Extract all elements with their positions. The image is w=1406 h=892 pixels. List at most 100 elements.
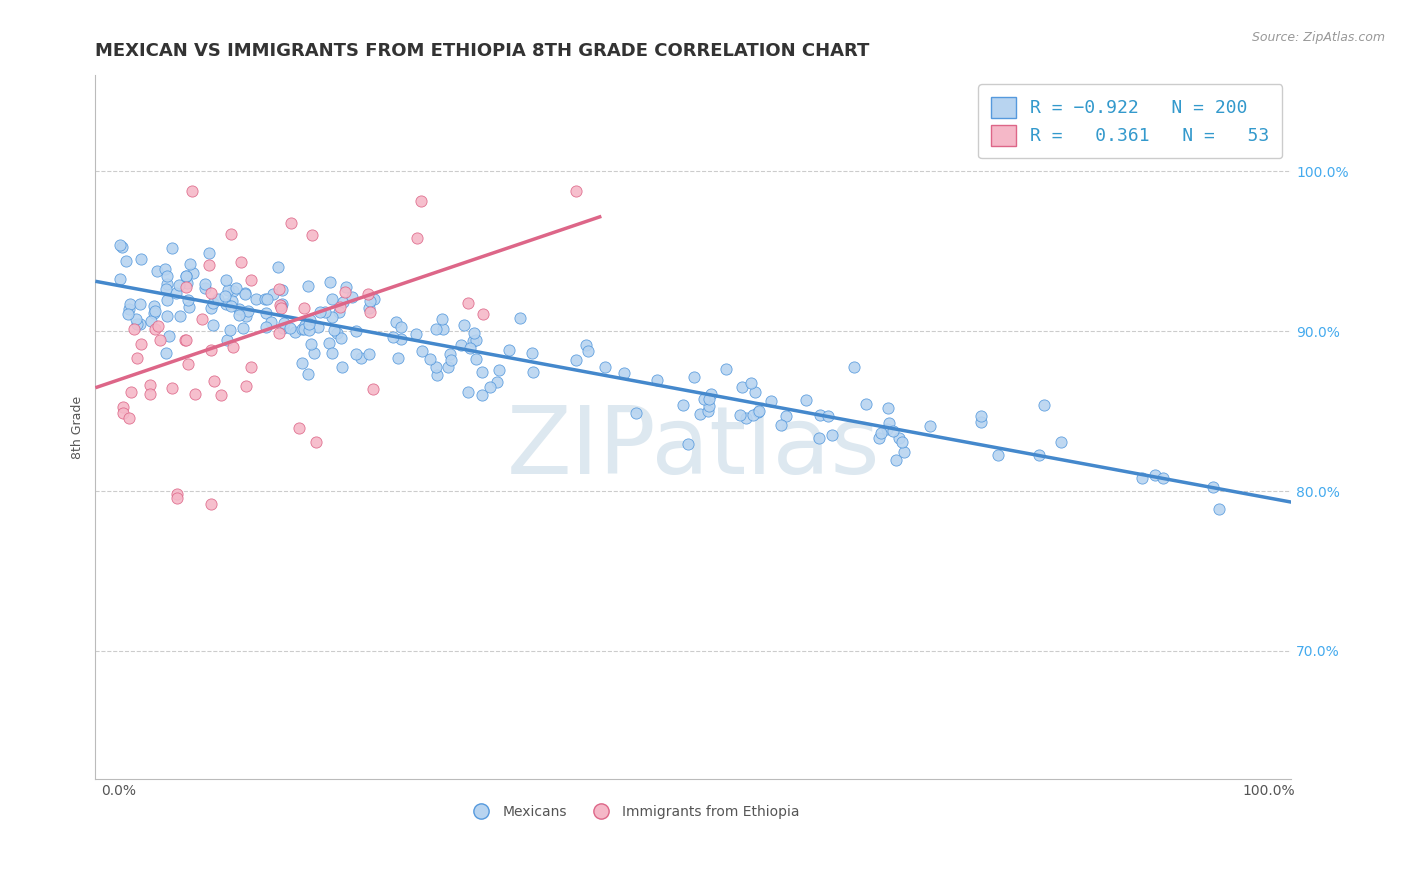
Point: [471, 365, 494, 379]
Point: [167, 278, 190, 293]
Point: [676, 437, 699, 451]
Point: [299, 337, 322, 351]
Point: [271, 320, 294, 334]
Point: [198, 245, 221, 260]
Point: [918, 418, 941, 433]
Point: [129, 252, 152, 266]
Point: [969, 415, 991, 429]
Point: [256, 292, 278, 306]
Point: [344, 324, 367, 338]
Point: [254, 319, 277, 334]
Point: [270, 300, 292, 314]
Point: [450, 338, 472, 352]
Point: [215, 334, 238, 348]
Point: [731, 380, 754, 394]
Point: [117, 307, 139, 321]
Point: [842, 359, 865, 374]
Point: [291, 322, 314, 336]
Point: [302, 345, 325, 359]
Point: [870, 425, 893, 440]
Point: [314, 305, 336, 319]
Point: [318, 336, 340, 351]
Point: [228, 301, 250, 316]
Point: [426, 368, 449, 383]
Point: [222, 340, 245, 354]
Point: [575, 338, 598, 352]
Point: [108, 272, 131, 286]
Point: [273, 316, 295, 330]
Point: [270, 283, 292, 297]
Point: [439, 347, 461, 361]
Point: [200, 343, 222, 358]
Point: [267, 282, 290, 296]
Point: [593, 359, 616, 374]
Point: [405, 326, 427, 341]
Point: [464, 352, 486, 367]
Point: [209, 388, 232, 402]
Point: [419, 351, 441, 366]
Point: [270, 301, 292, 315]
Point: [284, 326, 307, 340]
Point: [120, 384, 142, 399]
Point: [118, 301, 141, 316]
Point: [174, 333, 197, 347]
Point: [576, 343, 599, 358]
Point: [730, 408, 752, 422]
Point: [254, 306, 277, 320]
Point: [970, 409, 993, 424]
Point: [808, 431, 831, 445]
Point: [740, 376, 762, 390]
Point: [292, 322, 315, 336]
Point: [692, 392, 714, 407]
Point: [155, 262, 177, 277]
Point: [155, 346, 177, 360]
Point: [174, 334, 197, 348]
Point: [437, 360, 460, 375]
Point: [363, 292, 385, 306]
Point: [112, 401, 135, 415]
Point: [1032, 397, 1054, 411]
Point: [716, 361, 738, 376]
Point: [323, 323, 346, 337]
Point: [194, 277, 217, 291]
Point: [166, 286, 188, 301]
Point: [359, 301, 381, 315]
Point: [149, 334, 172, 348]
Point: [891, 435, 914, 450]
Point: [565, 185, 588, 199]
Point: [166, 491, 188, 505]
Point: [329, 300, 352, 314]
Point: [307, 320, 329, 334]
Text: Source: ZipAtlas.com: Source: ZipAtlas.com: [1251, 31, 1385, 45]
Point: [118, 297, 141, 311]
Point: [174, 269, 197, 284]
Point: [682, 370, 704, 384]
Point: [889, 431, 911, 445]
Point: [349, 351, 371, 365]
Point: [817, 409, 839, 423]
Point: [177, 293, 200, 307]
Point: [217, 284, 239, 298]
Point: [287, 421, 309, 435]
Point: [125, 312, 148, 326]
Point: [194, 281, 217, 295]
Point: [485, 375, 508, 389]
Point: [108, 238, 131, 252]
Point: [112, 406, 135, 420]
Point: [522, 365, 544, 379]
Point: [169, 309, 191, 323]
Point: [207, 293, 229, 307]
Point: [269, 298, 291, 312]
Point: [176, 276, 198, 290]
Point: [877, 401, 900, 416]
Point: [117, 410, 139, 425]
Point: [759, 393, 782, 408]
Point: [141, 314, 163, 328]
Point: [139, 387, 162, 401]
Point: [361, 382, 384, 396]
Point: [385, 315, 408, 329]
Point: [672, 399, 695, 413]
Point: [471, 388, 494, 402]
Point: [253, 293, 276, 307]
Point: [411, 194, 433, 209]
